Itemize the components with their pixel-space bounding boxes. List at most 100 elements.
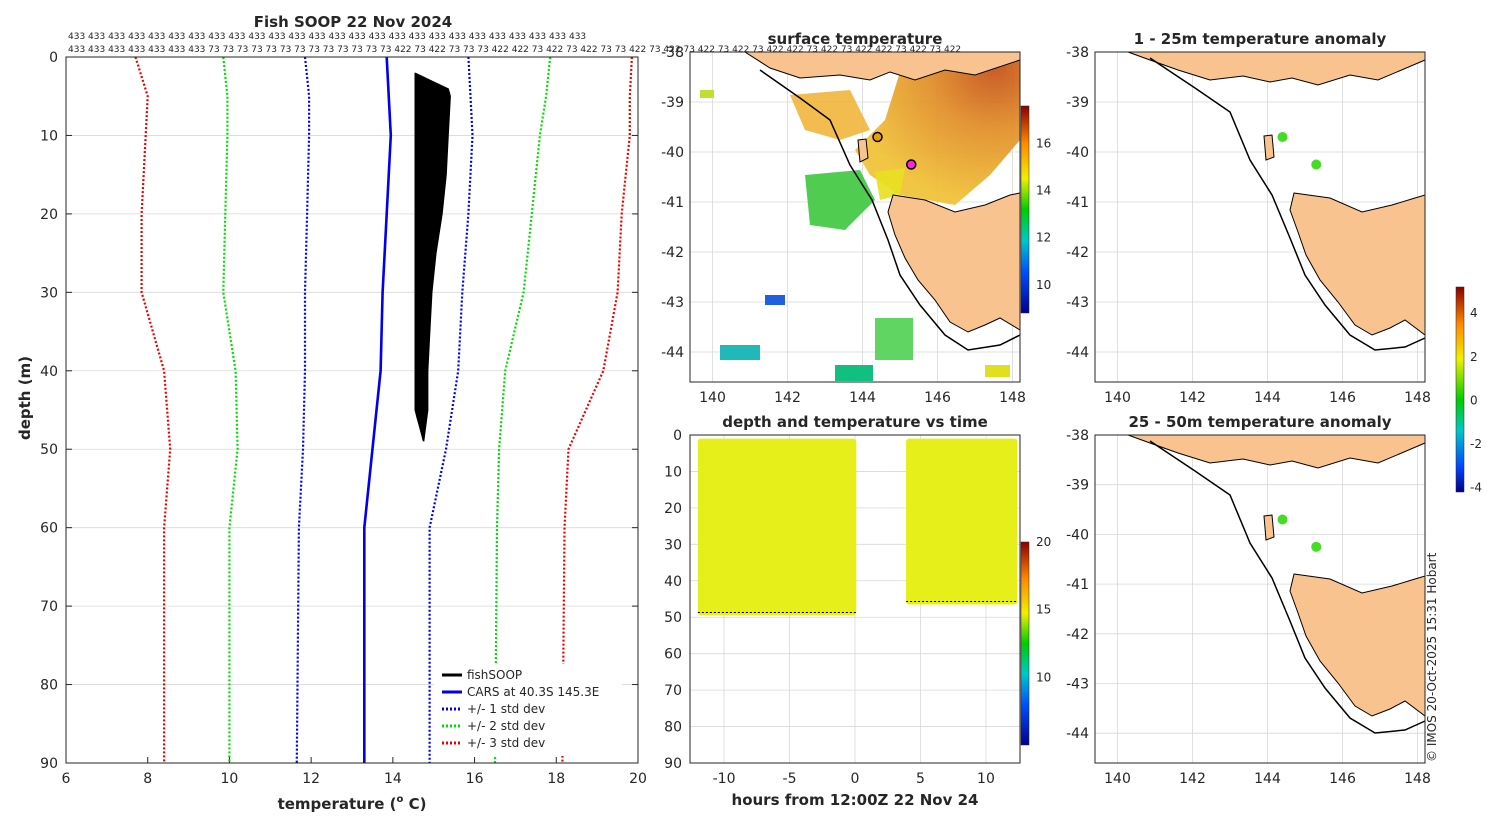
sst-patch-blue [765, 295, 785, 305]
legend-label-3std: +/- 3 std dev [467, 736, 545, 750]
depth-time-panel: depth and temperature vs time -10 -5 0 5 10 0… [664, 413, 1051, 809]
anomaly-25-50m-x-tick-label: 148 [1404, 771, 1431, 787]
sst-x-tick-label: 148 [999, 390, 1026, 406]
profile-y-tick-label: 20 [40, 207, 58, 223]
anomaly-25-50m-y-tick-label: -39 [1066, 478, 1089, 494]
depth-time-x-axis-label: hours from 12:00Z 22 Nov 24 [732, 791, 979, 809]
depth-time-y-tick-label: 40 [664, 574, 682, 590]
depth-time-y-tick-label: 90 [664, 756, 682, 772]
sst-shelf-contour [759, 69, 1021, 351]
profile-x-tick-label: 20 [629, 771, 647, 787]
sst-tick-labels: 140 142 144 146 148 -38 -39 -40 -41 -42 -43 -44 [661, 45, 1026, 406]
depth-time-title: depth and temperature vs time [722, 413, 988, 431]
anomaly-25-50m-axes-box [1094, 434, 1426, 764]
anomaly-25-50m-y-tick-label: -42 [1066, 627, 1089, 643]
sst-x-tick-label: 146 [924, 390, 951, 406]
profile-x-tick-label: 16 [466, 771, 484, 787]
sst-y-tick-label: -43 [661, 295, 684, 311]
sst-coast [743, 51, 1021, 351]
anomaly-1-25m-point [1277, 132, 1288, 142]
profile-axes-box [65, 56, 639, 764]
depth-time-segment [906, 438, 1018, 605]
anomaly-25-50m-y-tick-label: -43 [1066, 676, 1089, 692]
profile-y-tick-label: 60 [40, 521, 58, 537]
depth-time-y-tick-label: 50 [664, 610, 682, 626]
profile-panel: Fish SOOP 22 Nov 2024 433 433 433 433 43… [16, 13, 961, 813]
depth-time-colorbar-tick-label: 10 [1036, 670, 1051, 684]
anomaly-25-50m-x-tick-label: 146 [1329, 771, 1356, 787]
sst-x-tick-label: 140 [699, 390, 726, 406]
sst-patch-yellow [875, 168, 905, 200]
profile-x-tick-label: 8 [143, 771, 152, 787]
sst-y-tick-label: -44 [661, 345, 684, 361]
sst-patch-bottom [835, 365, 873, 381]
profile-y-tick-label: 40 [40, 364, 58, 380]
anomaly-colorbar [1455, 286, 1465, 493]
surface-temperature-title: surface temperature [768, 30, 943, 48]
sst-data-field [700, 52, 1020, 381]
profile-y-tick-label: 30 [40, 285, 58, 301]
sst-y-tick-label: -38 [661, 45, 684, 61]
depth-time-axes-box [689, 434, 1021, 764]
anomaly-25-50m-tick-labels: 140 142 144 146 148 -38 -39 -40 -41 -42 -43 -44 [1066, 428, 1431, 787]
profile-y-tick-label: 70 [40, 599, 58, 615]
depth-time-segments [697, 438, 1018, 616]
depth-time-y-tick-label: 0 [673, 428, 682, 444]
profile-x-tick-label: 14 [384, 771, 402, 787]
surface-temperature-panel: surface temperature 140 142 144 146 148 -38 -3… [661, 30, 1051, 406]
std-dev-line-upper [561, 56, 633, 764]
sst-colorbar-ticks: 10 12 14 16 [1036, 137, 1051, 292]
depth-time-x-tick-label: 0 [851, 771, 860, 787]
anomaly-1-25m-y-tick-label: -39 [1066, 95, 1089, 111]
anomaly-1-25m-x-tick-label: 146 [1329, 390, 1356, 406]
anomaly-1-25m-y-tick-label: -44 [1066, 345, 1089, 361]
anomaly-25-50m-x-tick-label: 140 [1104, 771, 1131, 787]
fishsoop-profile [422, 88, 451, 442]
profile-title: Fish SOOP 22 Nov 2024 [254, 13, 452, 31]
imos-credit: © IMOS 20-Oct-2025 15:31 Hobart [1425, 552, 1439, 762]
depth-time-x-tick-label: -5 [783, 771, 797, 787]
sst-king-island [857, 138, 869, 163]
profile-grid [65, 56, 639, 764]
anomaly-25-50m-y-tick-label: -40 [1066, 527, 1089, 543]
anomaly-25-50m-king-island [1263, 514, 1275, 541]
anomaly-25-50m-x-tick-label: 144 [1254, 771, 1281, 787]
profile-y-tick-label: 0 [49, 50, 58, 66]
anomaly-1-25m-x-tick-label: 142 [1179, 390, 1206, 406]
std-dev-line-lower [222, 56, 239, 763]
legend-label-2std: +/- 2 std dev [467, 719, 545, 733]
anomaly-25-50m-tasmania [1289, 573, 1426, 717]
profile-y-axis-label: depth (m) [16, 356, 34, 440]
profile-x-tick-label: 6 [62, 771, 71, 787]
anomaly-1-25m-shelf-contour [1149, 57, 1426, 351]
profile-legend: fishSOOP CARS at 40.3S 145.3E +/- 1 std … [434, 664, 622, 756]
sst-patch-west [700, 90, 714, 98]
profile-y-tick-label: 10 [40, 128, 58, 144]
std-dev-line-upper [493, 56, 552, 764]
sst-markers [872, 131, 917, 170]
anomaly-colorbar-tick-label: 0 [1470, 393, 1478, 407]
anomaly-1-25m-tick-labels: 140 142 144 146 148 -38 -39 -40 -41 -42 -43 -44 [1066, 45, 1431, 406]
std-dev-line-lower [295, 56, 311, 764]
depth-time-x-tick-label: 10 [977, 771, 995, 787]
anomaly-25-50m-y-tick-label: -41 [1066, 577, 1089, 593]
profile-tick-labels: 0 10 20 30 40 50 60 70 80 906 8 10 12 14 16 18 20 [40, 50, 647, 787]
anomaly-1-25m-x-tick-label: 144 [1254, 390, 1281, 406]
anomaly-colorbar-tick-label: 4 [1470, 306, 1478, 320]
std-dev-line-lower [134, 56, 172, 763]
depth-time-y-tick-label: 60 [664, 647, 682, 663]
profile-y-tick-label: 90 [40, 756, 58, 772]
sst-x-tick-label: 144 [849, 390, 876, 406]
depth-time-x-tick-label: 5 [916, 771, 925, 787]
anomaly-1-25m-y-tick-label: -40 [1066, 145, 1089, 161]
anomaly-1-25m-y-tick-label: -43 [1066, 295, 1089, 311]
sst-axes-box [689, 51, 1021, 383]
anomaly-25-50m-y-tick-label: -44 [1066, 726, 1089, 742]
profile-x-tick-label: 18 [547, 771, 565, 787]
depth-time-tick-labels: -10 -5 0 5 10 0 10 20 30 40 50 60 70 80 90 [664, 428, 995, 787]
anomaly-1-25m-tasmania [1289, 192, 1426, 336]
std-dev-line-upper [428, 56, 474, 763]
anomaly-colorbar-tick-label: -4 [1470, 481, 1482, 495]
depth-time-colorbar [1020, 541, 1030, 746]
